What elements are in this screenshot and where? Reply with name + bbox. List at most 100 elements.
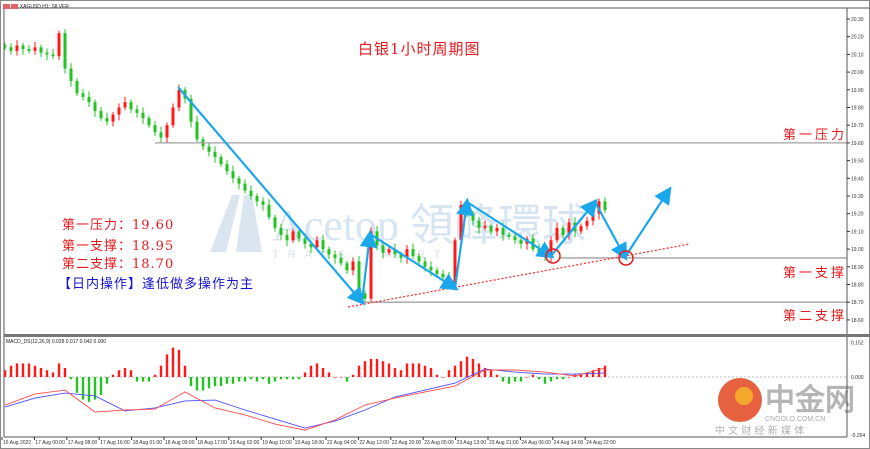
macd-histogram-bar [561,377,565,380]
macd-histogram-bar [33,365,37,377]
candle [153,121,157,136]
arrow-up-1 [359,229,378,303]
macd-histogram-bar [375,358,379,377]
candle [237,175,241,190]
candle-body [261,201,265,205]
label-resistance1: 第一压力 [783,128,848,143]
candle-body [279,227,283,235]
candle [273,214,277,232]
macd-header: MACD_DS(12,26,9) 0.028 0.017 0.042 0.000 [6,339,107,345]
macd-histogram-bar [105,377,109,384]
candle-body [333,254,337,258]
candle [357,256,361,300]
note-strategy: 【日内操作】逢低做多操作为主 [58,273,254,292]
macd-histogram-bar [279,377,283,380]
macd-tick-label: 0.000 [851,375,864,381]
macd-histogram-bar [135,377,139,382]
candle-body [159,132,163,138]
candle [249,185,253,200]
candle [141,107,145,124]
candle [195,116,199,143]
macd-histogram-bar [183,365,187,377]
candle-body [285,234,289,241]
candle-body [459,204,463,241]
macd-histogram-bar [297,377,301,380]
candle-body [33,47,37,51]
candle [87,91,91,107]
price-tick-label: 19.20 [851,212,864,218]
macd-histogram-bar [15,363,19,377]
candle-body [411,249,415,257]
macd-histogram-bar [273,377,277,382]
candle [567,218,571,240]
macd-histogram-bar [429,367,433,377]
macd-histogram-bar [225,377,229,384]
candle [339,252,343,266]
candle-body [219,157,223,165]
time-tick-label: 19 Aug 10:00 [262,440,292,446]
chart-title: 白银1小时周期图 [358,40,481,58]
candle-body [357,261,361,294]
macd-histogram-bar [45,370,49,377]
note-resistance1: 第一压力：19.60 [62,218,175,233]
candle-body [231,171,235,179]
candle-body [249,190,253,196]
candle-body [207,146,211,152]
cngold-watermark: 中金网 CNGOLD.COM.CN 中 文 财 经 新 媒 体 [715,378,855,437]
candle-body [555,227,559,241]
macd-histogram-bar [123,367,127,377]
rising-trendline [347,243,691,308]
time-tick-label: 23 Aug 05:00 [424,440,454,446]
macd-histogram-bar [117,370,121,377]
candle [9,43,13,55]
macd-histogram-bar [441,377,445,378]
macd-histogram-bar [393,367,397,377]
arrow-up-2 [453,197,474,289]
macd-histogram-bar [339,377,343,378]
candle-body [123,102,127,108]
macd-histogram-bar [597,367,601,377]
candle-body [63,33,67,69]
candle-body [345,263,349,271]
chart-icon[interactable] [11,4,19,10]
candle [345,260,349,275]
candle-body [513,236,517,241]
candle-body [27,49,31,51]
macd-histogram-bar [237,377,241,382]
macd-histogram-bar [495,374,499,377]
candle-body [51,54,55,57]
macd-histogram-bar [417,363,421,377]
candle-body [117,107,121,115]
candle [27,45,31,54]
candle-body [519,240,523,244]
panel-separator[interactable] [4,334,870,337]
macd-histogram-bar [465,356,469,377]
candle [243,179,247,194]
candle-body [477,220,481,228]
macd-histogram-bar [309,365,313,377]
price-tick-label: 19.50 [851,159,864,165]
time-axis: 16 Aug 2022 17 Aug 00:00 17 Aug 08:00 17 Au… [1,437,616,446]
macd-histogram-bar [39,367,43,377]
candle-body [507,234,511,237]
macd-histogram-bar [531,374,535,377]
candle-body [441,273,445,278]
label-support2: 第二支撑 [783,309,848,324]
arrow-down-2 [369,233,459,291]
candle [75,78,79,96]
time-tick-label: 16 Aug 2022 [3,440,31,446]
candle-body [45,52,49,55]
acetop-wordmark: Acetop 領峰環球 [272,201,586,250]
macd-histogram-bar [471,358,475,377]
candle [3,42,7,50]
candle [351,257,355,276]
macd-histogram-bar [357,365,361,377]
candle [585,216,589,230]
window-icon[interactable] [3,4,10,10]
time-tick-label: 17 Aug 00:00 [35,440,65,446]
macd-tick-label: 0.152 [851,341,864,347]
candle [159,126,163,143]
price-tick-label: 19.10 [851,229,864,235]
macd-histogram-bar [381,361,385,377]
